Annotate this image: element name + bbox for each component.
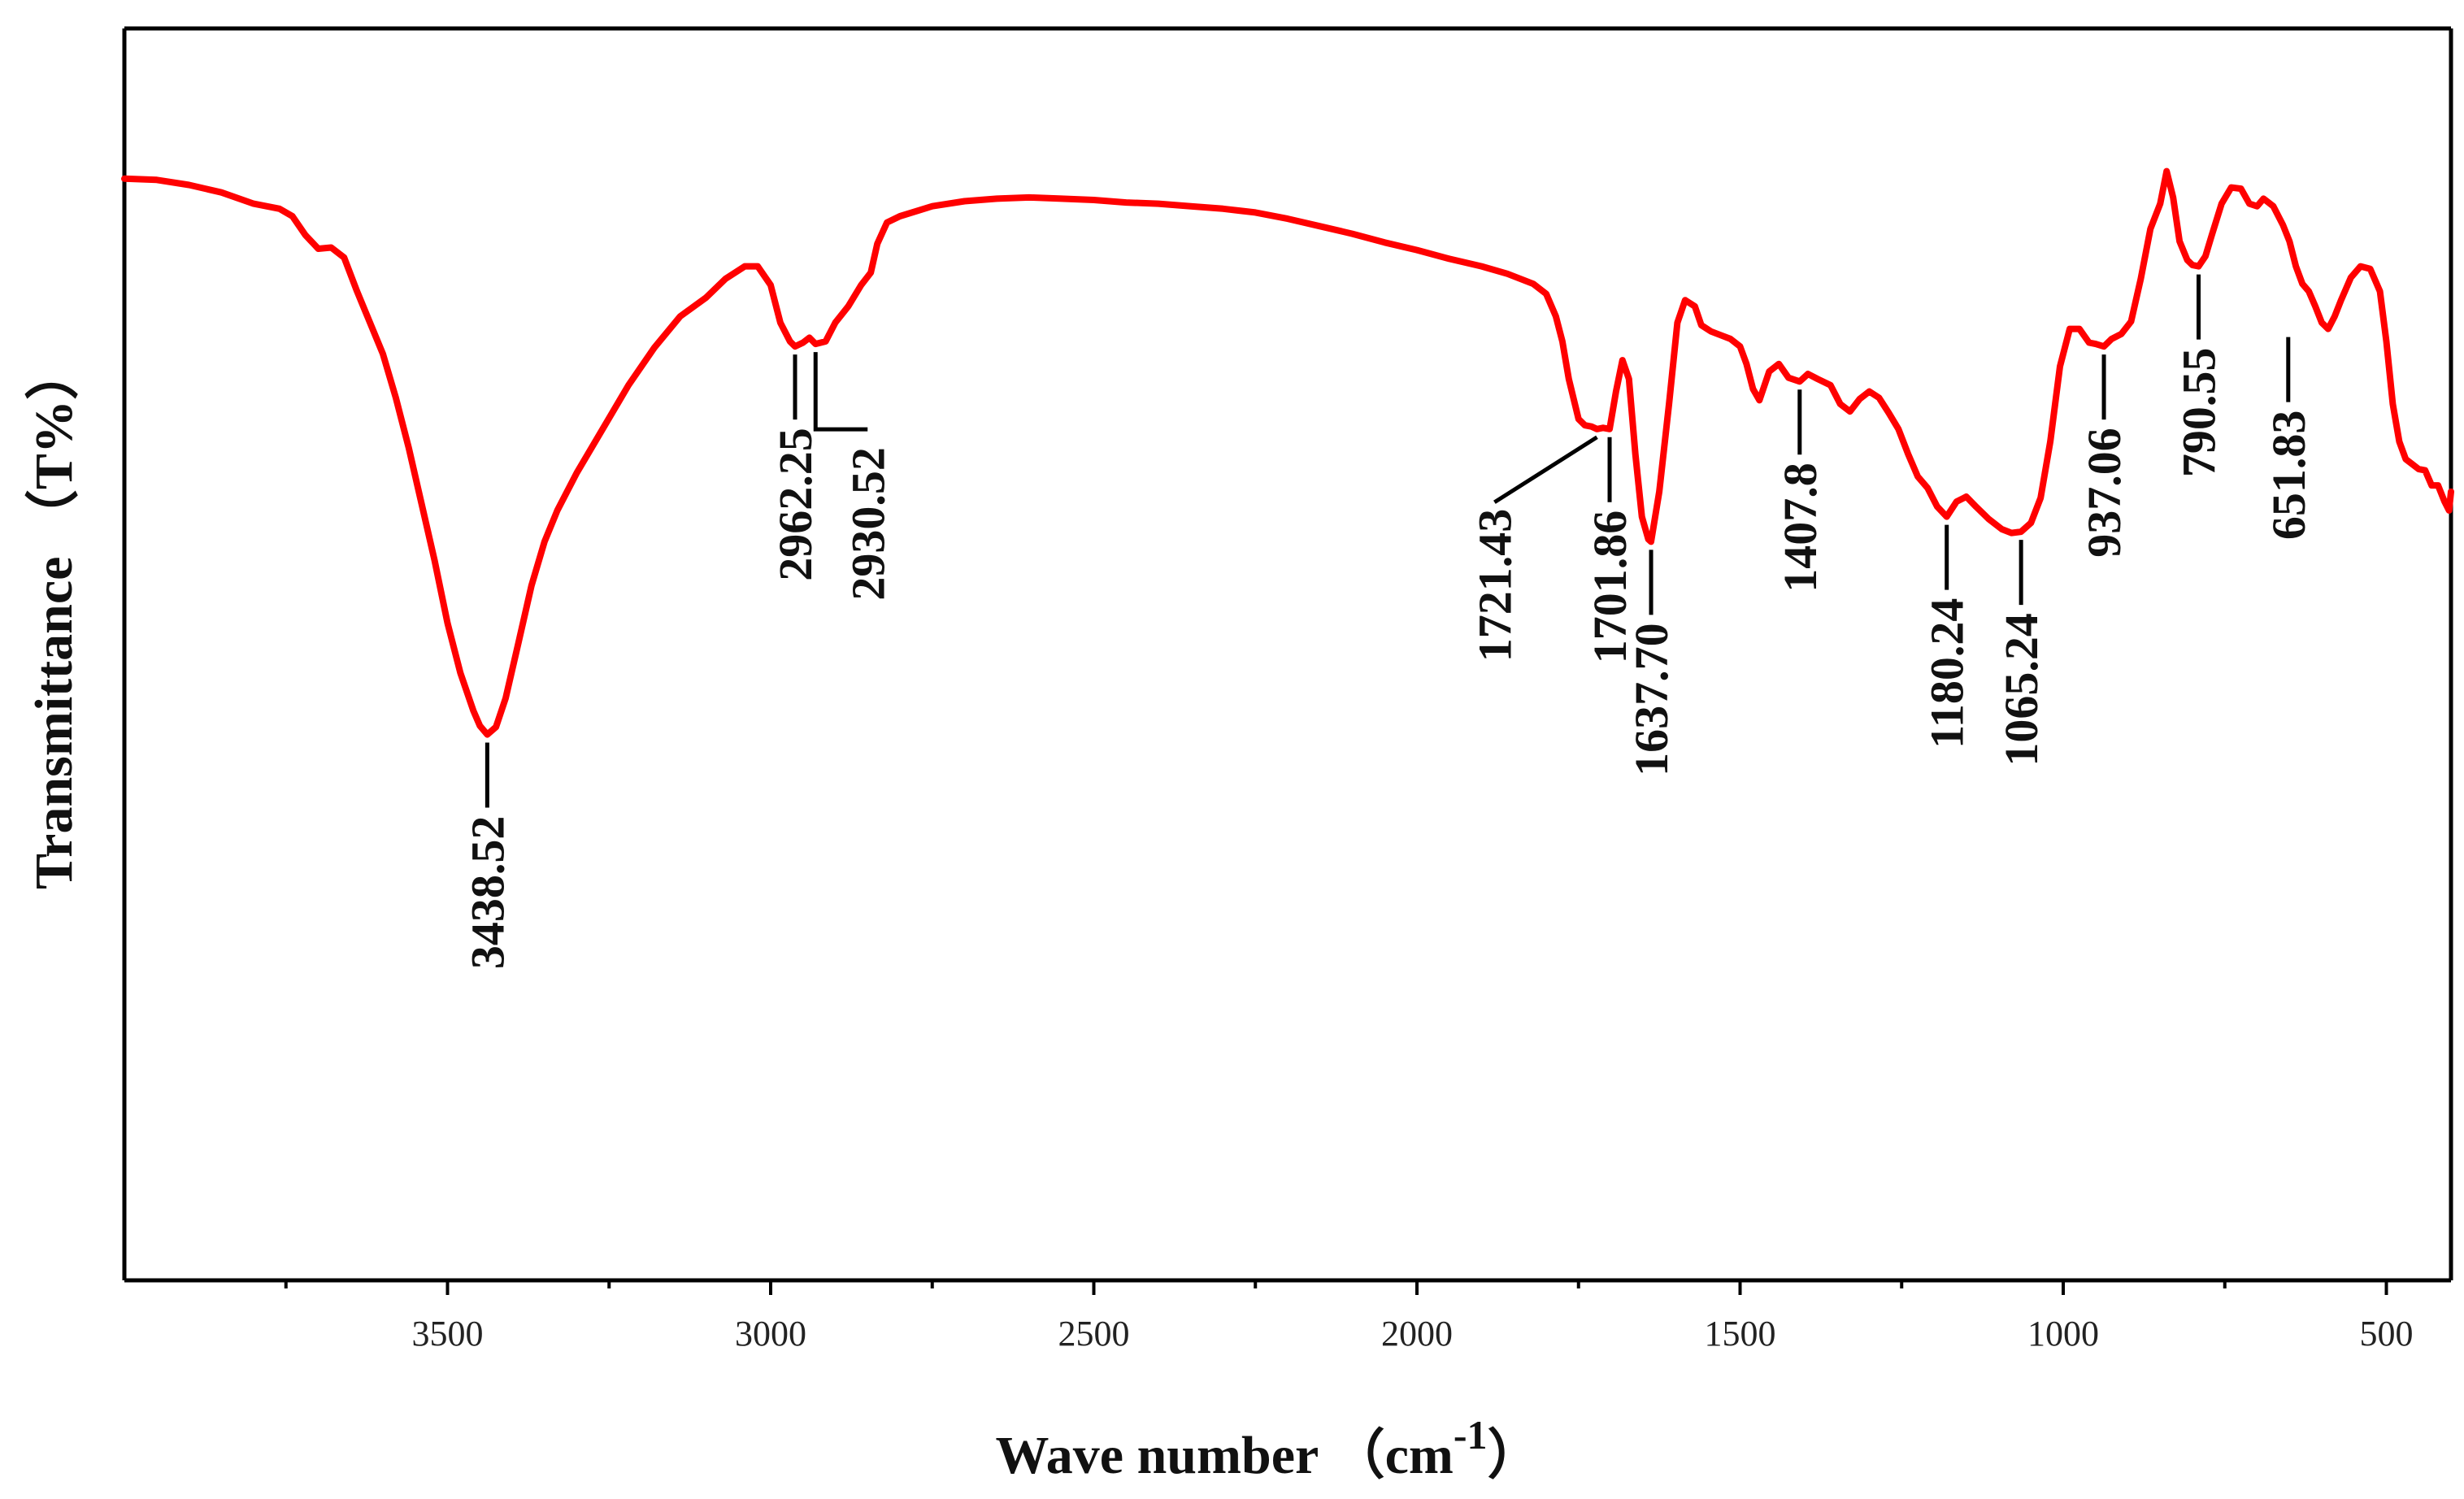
x-axis-tick-labels: 3500 3000 2500 2000 1500 1000 500: [412, 1314, 2414, 1353]
x-axis-title-close: ）: [1488, 1425, 1541, 1485]
x-axis-title: Wave number （cm-1）: [995, 1412, 1541, 1485]
peak-labels: 3438.52 2962.25 2930.52 1721.43 1701.861637.…: [461, 348, 2315, 970]
peak-label-651-83: 651.83: [2262, 411, 2315, 540]
spectrum-line: [121, 167, 2454, 738]
peak-label-3438-52: 3438.52: [461, 816, 514, 970]
x-axis-ticks: [284, 1280, 2388, 1295]
peak-label-1065-24: 1065.24: [1995, 613, 2048, 767]
x-tick-label-1000: 1000: [2027, 1314, 2099, 1353]
x-tick-label-3500: 3500: [412, 1314, 484, 1353]
y-axis-title: Transmittance （T%）: [24, 346, 84, 889]
x-tick-label-2000: 2000: [1381, 1314, 1453, 1353]
peak-label-1637-70: 1637.70: [1625, 623, 1678, 776]
peak-label-1180-24: 1180.24: [1921, 598, 1974, 749]
x-tick-label-2500: 2500: [1058, 1314, 1130, 1353]
peak-label-2962-25: 2962.25: [769, 428, 822, 581]
x-axis-title-superscript: -1: [1454, 1412, 1488, 1458]
peak-label-2930-52: 2930.52: [841, 447, 894, 601]
peak-leader-lines: [485, 274, 2291, 808]
peak-label-937-06: 937.06: [2078, 428, 2131, 558]
peak-label-790-55: 790.55: [2173, 348, 2226, 477]
peak-leader-2930-52: [813, 352, 868, 432]
peak-label-1701-86: 1701.86: [1584, 511, 1636, 664]
peak-label-1721-43: 1721.43: [1468, 509, 1521, 663]
peak-label-1407-8: 1407.8: [1774, 463, 1827, 593]
x-tick-label-3000: 3000: [735, 1314, 806, 1353]
x-axis-title-text: Wave number （cm: [995, 1425, 1453, 1485]
x-tick-label-1500: 1500: [1705, 1314, 1776, 1353]
peak-leader-1721-43: [1493, 435, 1598, 504]
x-tick-label-500: 500: [2360, 1314, 2414, 1353]
